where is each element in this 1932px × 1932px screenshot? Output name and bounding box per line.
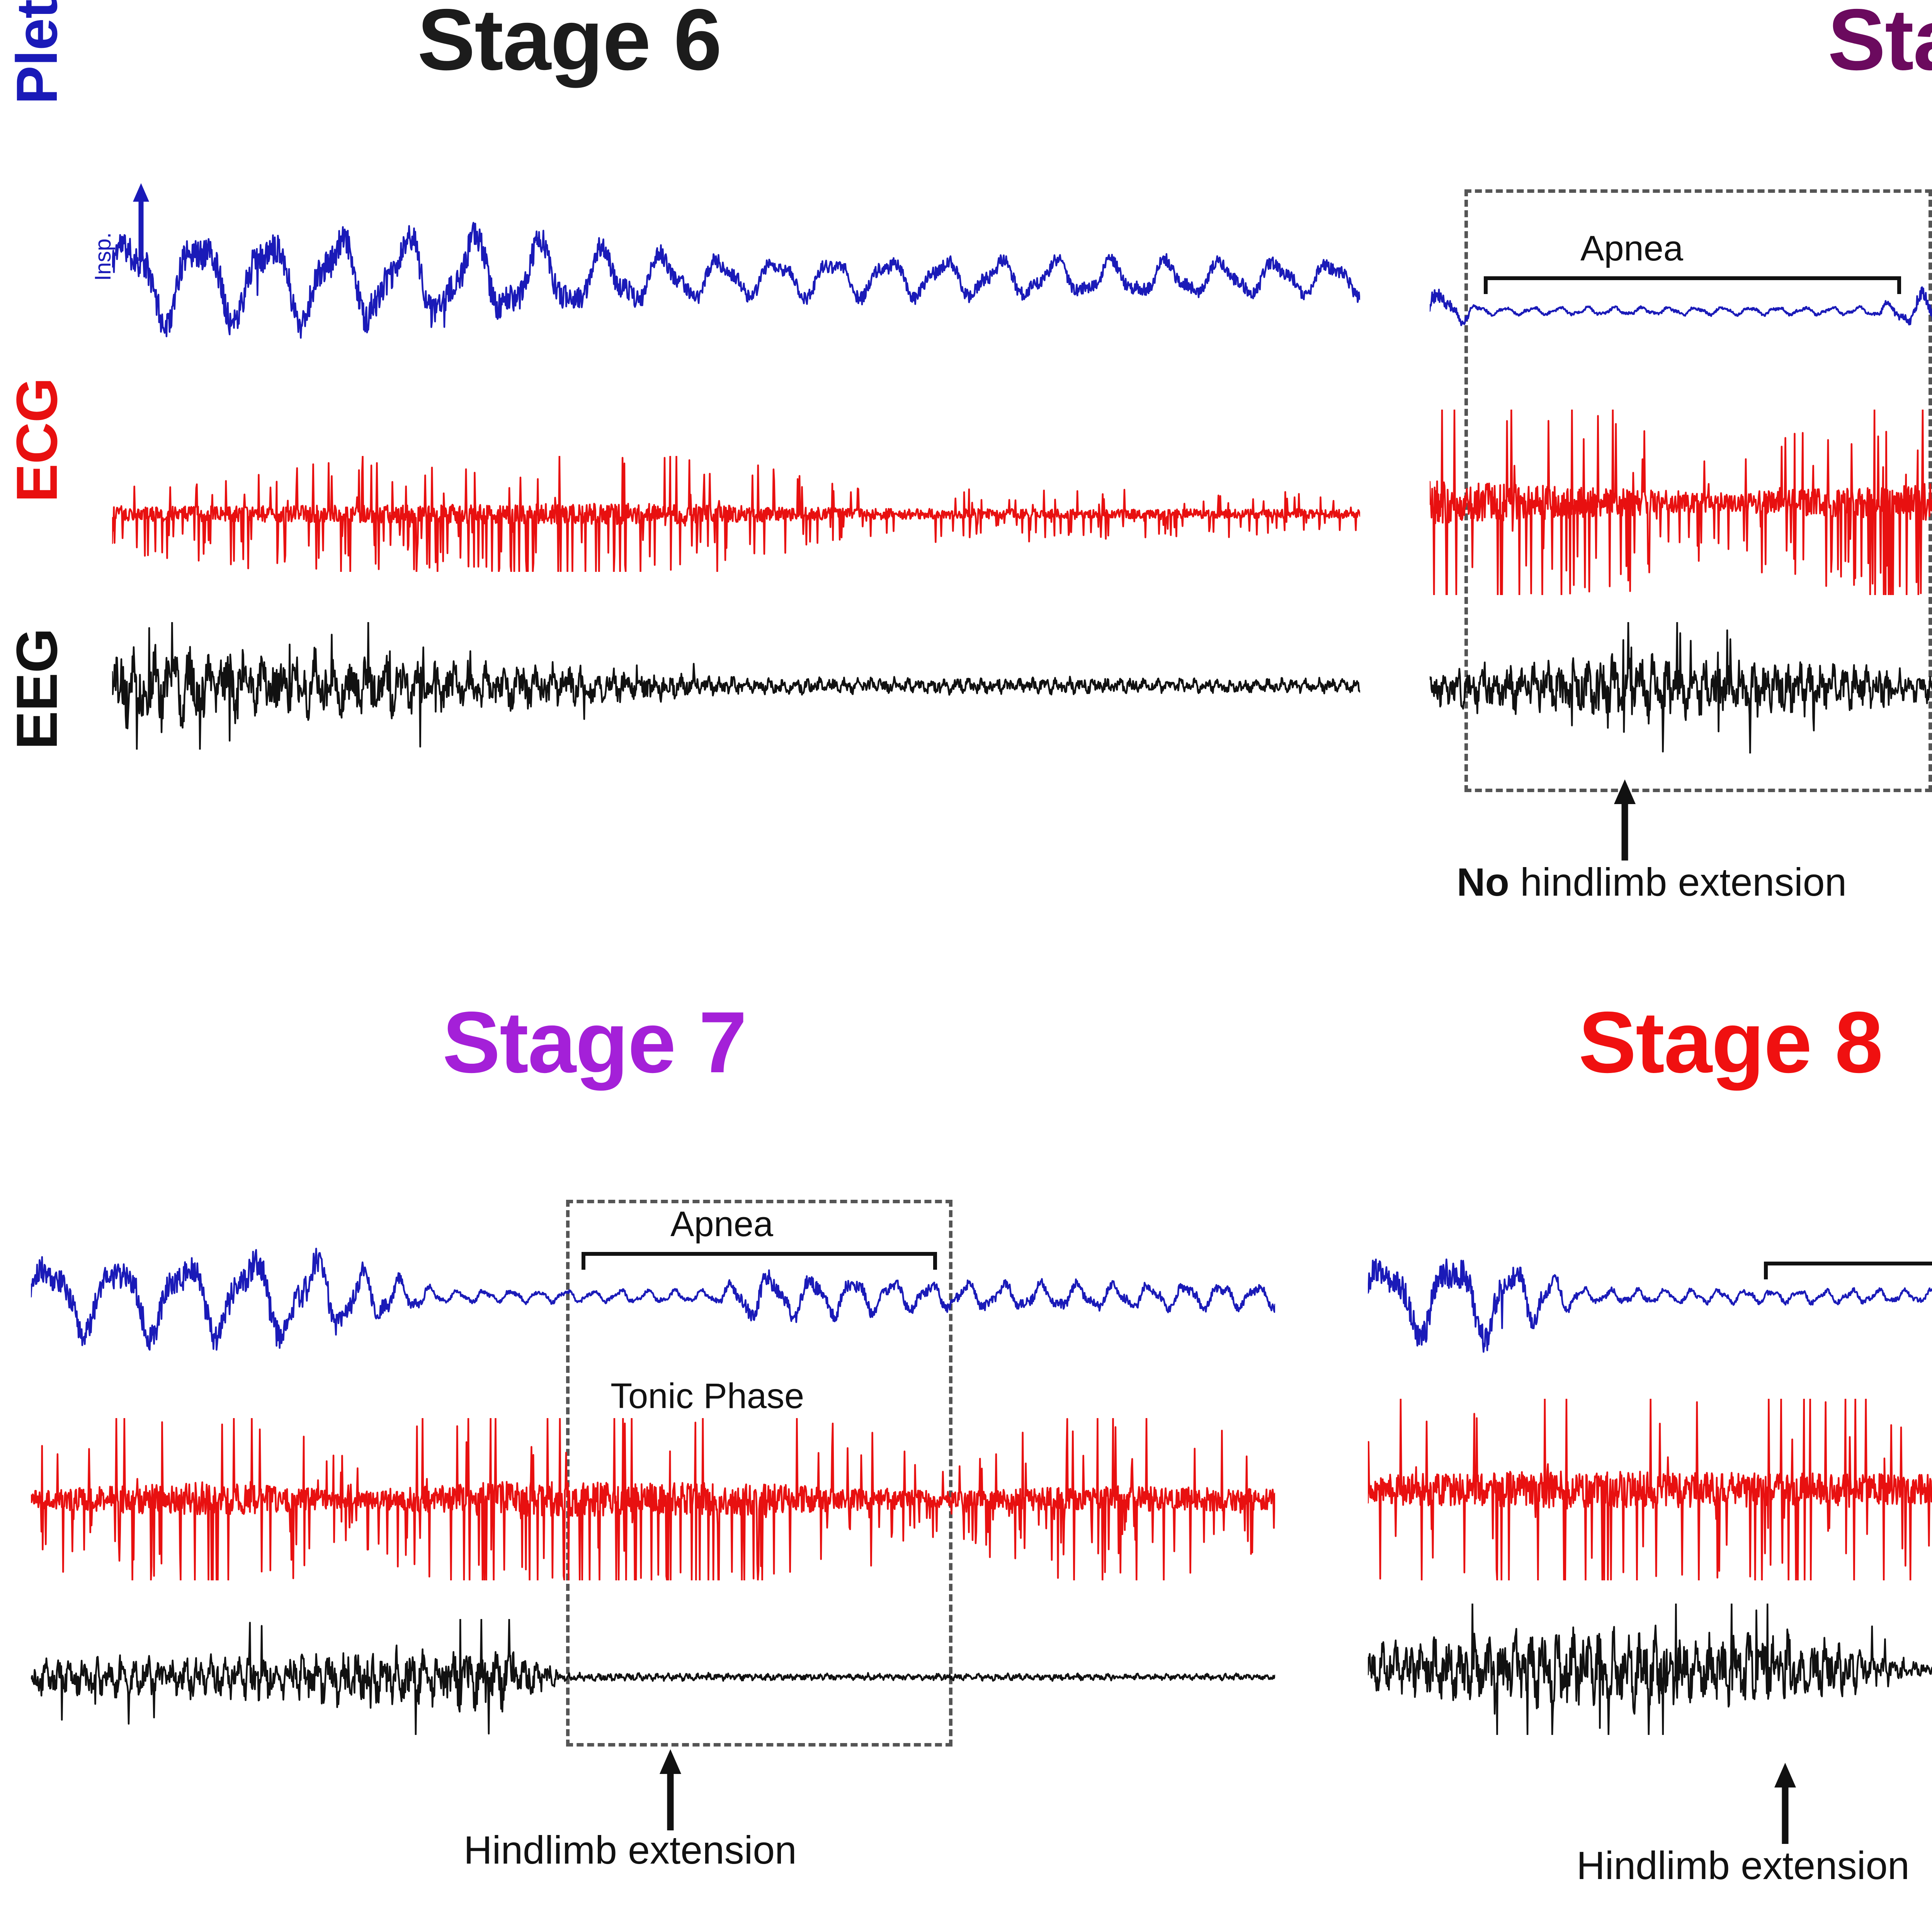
trace-stage8-eeg <box>1368 1604 1932 1735</box>
channel-label-ecg: ECG <box>4 378 69 502</box>
apnea-bracket-stage7 <box>582 1252 937 1270</box>
no-hindlimb-label-rest: hindlimb extension <box>1509 860 1847 904</box>
panel-title-stage8: Stage 8 <box>1578 993 1883 1091</box>
inspiration-arrow <box>128 182 155 265</box>
trace-stage7-ecg <box>31 1418 1275 1580</box>
channel-label-pleth: Pleth <box>4 0 69 104</box>
trace-stage7-eeg <box>31 1619 1275 1735</box>
trace-stage7-pleth <box>31 1238 1275 1354</box>
panel-title-stage6a: Stage 6a <box>1828 0 1932 88</box>
tonic-phase-label-stage7: Tonic Phase <box>611 1376 804 1416</box>
hindlimb-label-stage7: Hindlimb extension <box>464 1828 797 1872</box>
panel-title-stage6: Stage 6 <box>417 0 722 88</box>
no-hindlimb-label-stage6a: No hindlimb extension <box>1457 860 1847 904</box>
trace-stage6a-pleth <box>1430 267 1932 355</box>
hindlimb-arrow-stage7 <box>653 1748 688 1833</box>
trace-stage8-pleth <box>1368 1238 1932 1354</box>
trace-stage6-eeg <box>112 622 1360 750</box>
trace-stage6-pleth <box>112 216 1360 340</box>
apnea-label-stage7: Apnea <box>670 1204 774 1244</box>
no-hindlimb-arrow-stage6a <box>1607 779 1642 864</box>
apnea-label-stage6a: Apnea <box>1580 229 1684 268</box>
panel-title-stage7: Stage 7 <box>442 993 747 1091</box>
fatal-apnea-bracket-stage8 <box>1764 1262 1932 1279</box>
apnea-box-stage7 <box>566 1200 952 1747</box>
hindlimb-label-stage8: Hindlimb extension <box>1577 1844 1910 1888</box>
trace-stage6a-eeg <box>1430 622 1932 753</box>
apnea-bracket-stage6a <box>1484 276 1901 294</box>
channel-label-eeg: EEG <box>4 628 69 750</box>
trace-stage6a-ecg <box>1430 410 1932 595</box>
hindlimb-arrow-stage8 <box>1768 1762 1803 1847</box>
trace-stage6-ecg <box>112 456 1360 572</box>
no-hindlimb-label-bold: No <box>1457 860 1509 904</box>
trace-stage8-ecg <box>1368 1399 1932 1580</box>
